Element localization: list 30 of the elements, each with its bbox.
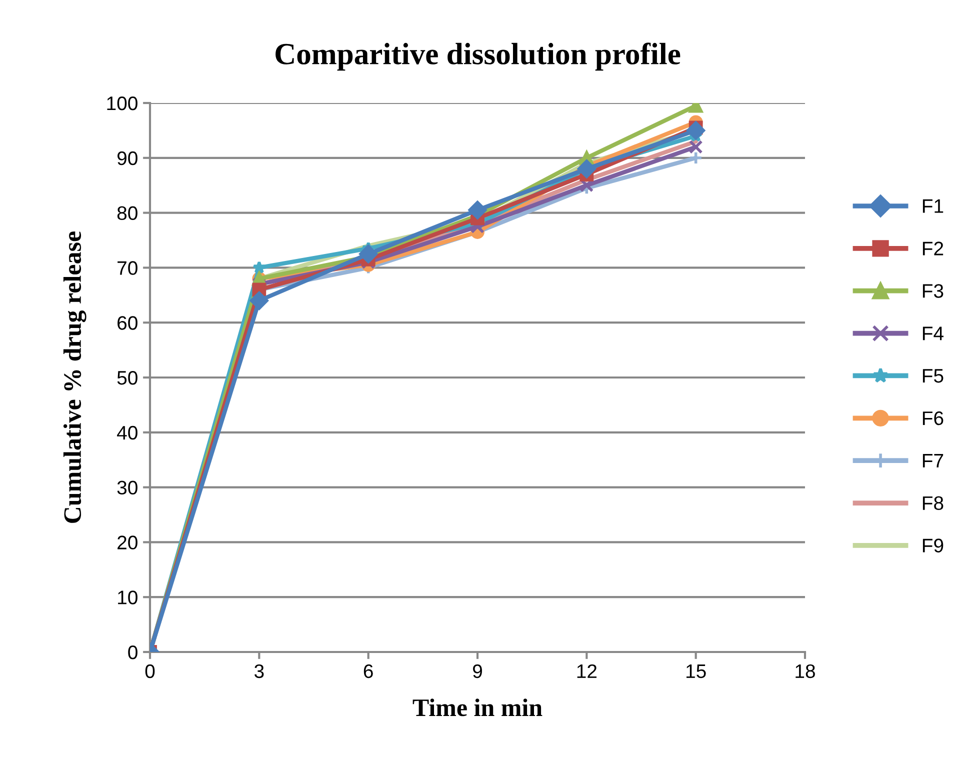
y-tick-label: 10 <box>118 590 138 604</box>
legend-label: F3 <box>922 284 944 298</box>
legend-label: F9 <box>922 538 944 552</box>
legend-label: F7 <box>922 454 944 468</box>
y-tick-label: 30 <box>117 480 138 495</box>
chart-title: Comparitive dissolution profile <box>276 42 680 71</box>
y-tick-label: 80 <box>117 206 138 220</box>
y-tick-label: 90 <box>117 151 138 166</box>
x-tick-label: 0 <box>145 664 155 678</box>
x-tick-label: 18 <box>796 664 815 678</box>
y-tick-label: 100 <box>107 96 138 110</box>
y-tick-label: 40 <box>117 426 138 440</box>
x-axis-title: Time in min <box>412 698 542 716</box>
x-tick-label: 3 <box>254 664 264 678</box>
y-axis-title: Cumulative % drug release <box>63 232 86 523</box>
y-tick-label: 0 <box>128 645 138 660</box>
x-tick-label: 9 <box>473 664 482 678</box>
legend-label: F6 <box>922 411 944 426</box>
x-tick-label: 12 <box>577 664 597 678</box>
y-tick-label: 20 <box>118 536 138 550</box>
y-tick-label: 50 <box>117 370 138 385</box>
legend-label: F8 <box>922 496 944 510</box>
x-tick-label: 6 <box>364 664 373 678</box>
legend-label: F1 <box>922 199 944 213</box>
x-tick-label: 15 <box>686 664 706 678</box>
y-tick-label: 70 <box>118 261 138 275</box>
y-tick-label: 60 <box>118 316 138 330</box>
legend-label: F5 <box>922 369 944 383</box>
legend-label: F2 <box>922 242 944 256</box>
legend-label: F4 <box>922 326 944 340</box>
